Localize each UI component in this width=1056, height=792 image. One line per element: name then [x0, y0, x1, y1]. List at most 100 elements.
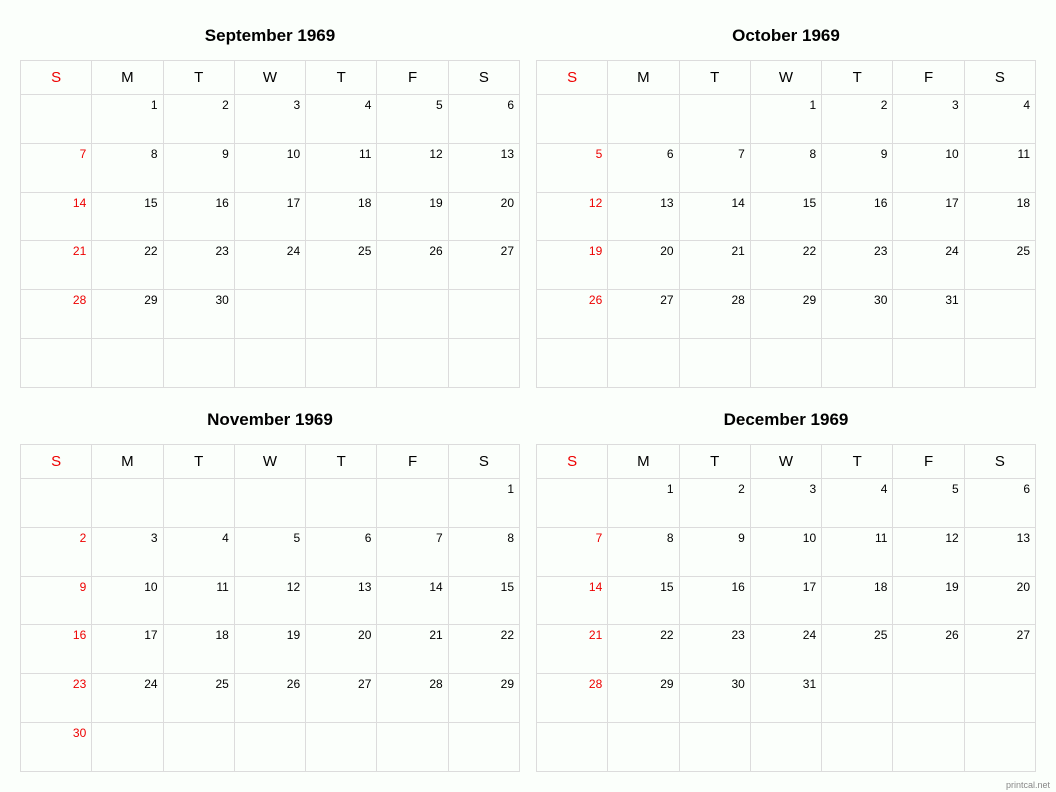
day-cell: 24 — [750, 625, 821, 674]
day-cell: 15 — [92, 192, 163, 241]
week-row: 123456 — [537, 479, 1036, 528]
day-cell: 1 — [448, 479, 519, 528]
day-cell: 30 — [822, 290, 893, 339]
month-november: November 1969 S M T W T F S 123456789101… — [20, 404, 520, 772]
day-cell: 27 — [608, 290, 679, 339]
day-cell — [537, 723, 608, 772]
day-header: F — [377, 445, 448, 479]
day-cell — [893, 674, 964, 723]
day-cell: 8 — [448, 527, 519, 576]
day-header: F — [893, 61, 964, 95]
day-cell: 11 — [822, 527, 893, 576]
day-header-sunday: S — [21, 445, 92, 479]
day-header-row: S M T W T F S — [21, 445, 520, 479]
day-cell: 3 — [92, 527, 163, 576]
day-cell: 15 — [750, 192, 821, 241]
day-cell — [448, 290, 519, 339]
day-cell: 25 — [306, 241, 377, 290]
week-row — [21, 339, 520, 388]
day-header: F — [893, 445, 964, 479]
week-row: 14151617181920 — [537, 576, 1036, 625]
week-row: 30 — [21, 723, 520, 772]
day-cell: 3 — [750, 479, 821, 528]
month-december: December 1969 S M T W T F S 123456789101… — [536, 404, 1036, 772]
day-cell: 21 — [377, 625, 448, 674]
day-cell: 4 — [306, 95, 377, 144]
week-row: 1 — [21, 479, 520, 528]
calendar-grid: September 1969 S M T W T F S 12345678910… — [0, 0, 1056, 792]
day-cell: 2 — [822, 95, 893, 144]
day-cell: 18 — [822, 576, 893, 625]
day-cell: 6 — [964, 479, 1035, 528]
day-cell: 26 — [893, 625, 964, 674]
day-cell: 17 — [92, 625, 163, 674]
day-cell: 26 — [234, 674, 305, 723]
month-title: December 1969 — [536, 410, 1036, 430]
day-cell: 28 — [537, 674, 608, 723]
day-cell: 12 — [893, 527, 964, 576]
day-cell — [893, 723, 964, 772]
day-cell: 15 — [608, 576, 679, 625]
day-cell: 22 — [750, 241, 821, 290]
day-cell: 19 — [893, 576, 964, 625]
day-cell: 24 — [92, 674, 163, 723]
day-cell: 22 — [608, 625, 679, 674]
day-cell: 14 — [377, 576, 448, 625]
day-cell — [822, 674, 893, 723]
day-cell — [377, 339, 448, 388]
week-row: 78910111213 — [21, 143, 520, 192]
day-cell: 4 — [163, 527, 234, 576]
day-cell: 5 — [234, 527, 305, 576]
day-cell — [822, 723, 893, 772]
day-header-row: S M T W T F S — [21, 61, 520, 95]
day-cell: 9 — [163, 143, 234, 192]
day-cell: 16 — [822, 192, 893, 241]
day-cell: 18 — [964, 192, 1035, 241]
day-header-sunday: S — [537, 61, 608, 95]
day-header: T — [679, 61, 750, 95]
day-cell: 30 — [679, 674, 750, 723]
day-cell: 13 — [448, 143, 519, 192]
day-cell — [234, 479, 305, 528]
day-cell — [377, 290, 448, 339]
day-header: W — [234, 445, 305, 479]
day-cell: 16 — [163, 192, 234, 241]
day-cell — [306, 339, 377, 388]
day-header: M — [92, 445, 163, 479]
day-cell: 23 — [21, 674, 92, 723]
day-cell: 10 — [750, 527, 821, 576]
day-cell: 19 — [234, 625, 305, 674]
day-cell: 21 — [21, 241, 92, 290]
week-row: 14151617181920 — [21, 192, 520, 241]
day-header: S — [448, 445, 519, 479]
day-cell: 26 — [537, 290, 608, 339]
day-cell: 5 — [893, 479, 964, 528]
day-cell: 15 — [448, 576, 519, 625]
day-header: T — [679, 445, 750, 479]
day-cell: 17 — [750, 576, 821, 625]
day-cell: 14 — [21, 192, 92, 241]
day-cell: 18 — [163, 625, 234, 674]
day-cell: 6 — [448, 95, 519, 144]
day-cell: 2 — [679, 479, 750, 528]
day-cell: 13 — [964, 527, 1035, 576]
day-cell — [750, 723, 821, 772]
day-cell: 6 — [608, 143, 679, 192]
day-header-sunday: S — [21, 61, 92, 95]
month-table: S M T W T F S 12345678910111213141516171… — [20, 444, 520, 772]
day-cell: 25 — [964, 241, 1035, 290]
day-cell: 4 — [964, 95, 1035, 144]
day-cell — [234, 339, 305, 388]
day-cell — [537, 479, 608, 528]
day-cell: 9 — [679, 527, 750, 576]
day-cell: 6 — [306, 527, 377, 576]
day-cell — [163, 479, 234, 528]
week-row: 16171819202122 — [21, 625, 520, 674]
day-cell: 16 — [21, 625, 92, 674]
day-cell: 20 — [306, 625, 377, 674]
day-cell — [92, 339, 163, 388]
week-row: 78910111213 — [537, 527, 1036, 576]
day-cell — [21, 479, 92, 528]
day-header-row: S M T W T F S — [537, 61, 1036, 95]
day-cell: 10 — [92, 576, 163, 625]
